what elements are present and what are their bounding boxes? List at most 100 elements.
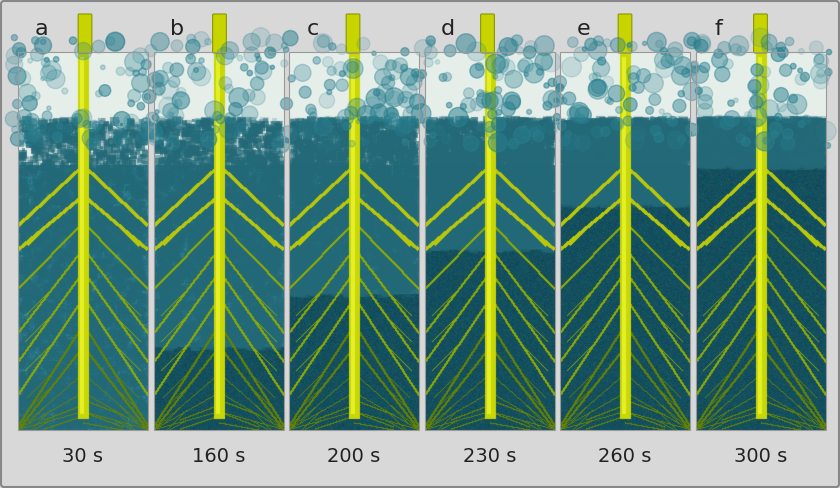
Circle shape: [693, 41, 701, 49]
Circle shape: [643, 74, 664, 93]
Circle shape: [160, 140, 168, 147]
Circle shape: [146, 112, 158, 124]
Circle shape: [375, 102, 395, 121]
Circle shape: [186, 40, 200, 54]
Circle shape: [251, 28, 270, 47]
Circle shape: [43, 61, 61, 80]
Circle shape: [219, 120, 239, 139]
Circle shape: [562, 133, 580, 151]
Circle shape: [281, 42, 287, 49]
Circle shape: [554, 114, 560, 121]
Circle shape: [385, 113, 401, 129]
Circle shape: [242, 106, 258, 122]
Circle shape: [155, 87, 163, 96]
Circle shape: [575, 107, 591, 123]
Circle shape: [333, 62, 348, 76]
Circle shape: [237, 55, 243, 61]
Circle shape: [163, 103, 178, 119]
Circle shape: [588, 41, 607, 60]
Circle shape: [367, 119, 372, 123]
Circle shape: [347, 61, 359, 73]
Circle shape: [139, 122, 157, 139]
Circle shape: [591, 79, 606, 94]
Circle shape: [825, 68, 832, 76]
Circle shape: [147, 72, 163, 88]
Circle shape: [250, 77, 264, 90]
Circle shape: [798, 68, 802, 73]
Circle shape: [356, 120, 360, 123]
Circle shape: [163, 62, 174, 73]
Circle shape: [428, 40, 434, 47]
Circle shape: [798, 48, 804, 54]
Text: b: b: [170, 19, 184, 39]
Circle shape: [144, 45, 157, 57]
Circle shape: [385, 88, 404, 107]
Circle shape: [186, 54, 196, 64]
Circle shape: [321, 131, 340, 150]
Circle shape: [627, 66, 640, 79]
Circle shape: [751, 93, 766, 107]
FancyBboxPatch shape: [753, 14, 768, 53]
Circle shape: [607, 98, 613, 104]
Circle shape: [192, 66, 211, 86]
Text: a: a: [34, 19, 48, 39]
Circle shape: [96, 90, 102, 97]
Circle shape: [6, 56, 23, 73]
Circle shape: [589, 73, 597, 81]
Circle shape: [825, 142, 831, 148]
Circle shape: [678, 135, 685, 143]
Circle shape: [597, 57, 606, 65]
Circle shape: [650, 125, 661, 136]
Circle shape: [107, 37, 115, 45]
Circle shape: [467, 42, 486, 61]
Circle shape: [125, 67, 134, 76]
Circle shape: [169, 76, 180, 87]
Circle shape: [748, 80, 761, 93]
Circle shape: [560, 97, 567, 104]
Circle shape: [424, 58, 433, 67]
Circle shape: [629, 84, 636, 91]
Circle shape: [816, 122, 836, 141]
Circle shape: [213, 111, 222, 121]
Circle shape: [56, 123, 63, 129]
Circle shape: [477, 90, 484, 97]
Circle shape: [762, 42, 773, 53]
Circle shape: [327, 66, 336, 76]
Circle shape: [54, 57, 59, 62]
Circle shape: [541, 52, 561, 72]
Circle shape: [407, 75, 422, 90]
Circle shape: [299, 120, 317, 138]
Circle shape: [47, 106, 51, 110]
Circle shape: [374, 89, 380, 96]
Circle shape: [308, 108, 317, 116]
Circle shape: [659, 109, 664, 114]
Circle shape: [366, 88, 386, 108]
Circle shape: [392, 58, 407, 73]
Circle shape: [588, 80, 607, 99]
Circle shape: [691, 66, 708, 83]
Circle shape: [40, 39, 46, 44]
Circle shape: [633, 82, 644, 93]
Circle shape: [535, 53, 553, 70]
Circle shape: [154, 74, 165, 85]
Circle shape: [172, 92, 190, 109]
Circle shape: [75, 109, 92, 126]
Circle shape: [589, 80, 606, 97]
Circle shape: [378, 94, 384, 100]
Circle shape: [448, 122, 453, 128]
Circle shape: [754, 119, 763, 127]
Circle shape: [714, 49, 723, 58]
Circle shape: [781, 136, 795, 150]
Circle shape: [166, 107, 184, 124]
Circle shape: [13, 42, 25, 56]
Circle shape: [687, 37, 696, 46]
Circle shape: [385, 116, 391, 122]
Circle shape: [488, 133, 507, 152]
Circle shape: [608, 85, 625, 102]
Circle shape: [737, 46, 746, 56]
Circle shape: [409, 94, 425, 109]
Circle shape: [492, 70, 503, 81]
Circle shape: [631, 126, 645, 141]
Circle shape: [673, 99, 686, 112]
Circle shape: [106, 33, 124, 51]
